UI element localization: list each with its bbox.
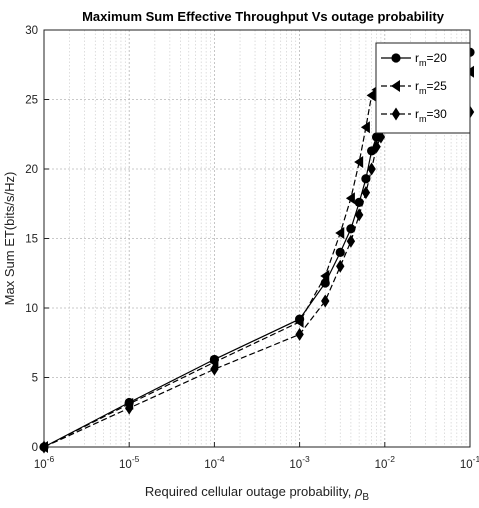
y-tick-label: 0 xyxy=(32,442,38,454)
y-tick-label: 20 xyxy=(25,164,38,176)
chart-title: Maximum Sum Effective Throughput Vs outa… xyxy=(82,9,445,24)
y-tick-label: 15 xyxy=(25,234,38,246)
y-tick-label: 25 xyxy=(25,95,38,107)
legend-marker xyxy=(391,53,400,62)
x-axis-label-text: Required cellular outage probability, xyxy=(145,484,355,499)
series-1-point xyxy=(336,248,345,257)
y-axis-label: Max Sum ET(bits/s/Hz) xyxy=(2,172,17,306)
x-axis-label-subscript: B xyxy=(362,492,369,503)
y-tick-label: 5 xyxy=(32,373,38,385)
y-tick-label: 10 xyxy=(25,303,38,315)
y-tick-label: 30 xyxy=(25,25,38,37)
